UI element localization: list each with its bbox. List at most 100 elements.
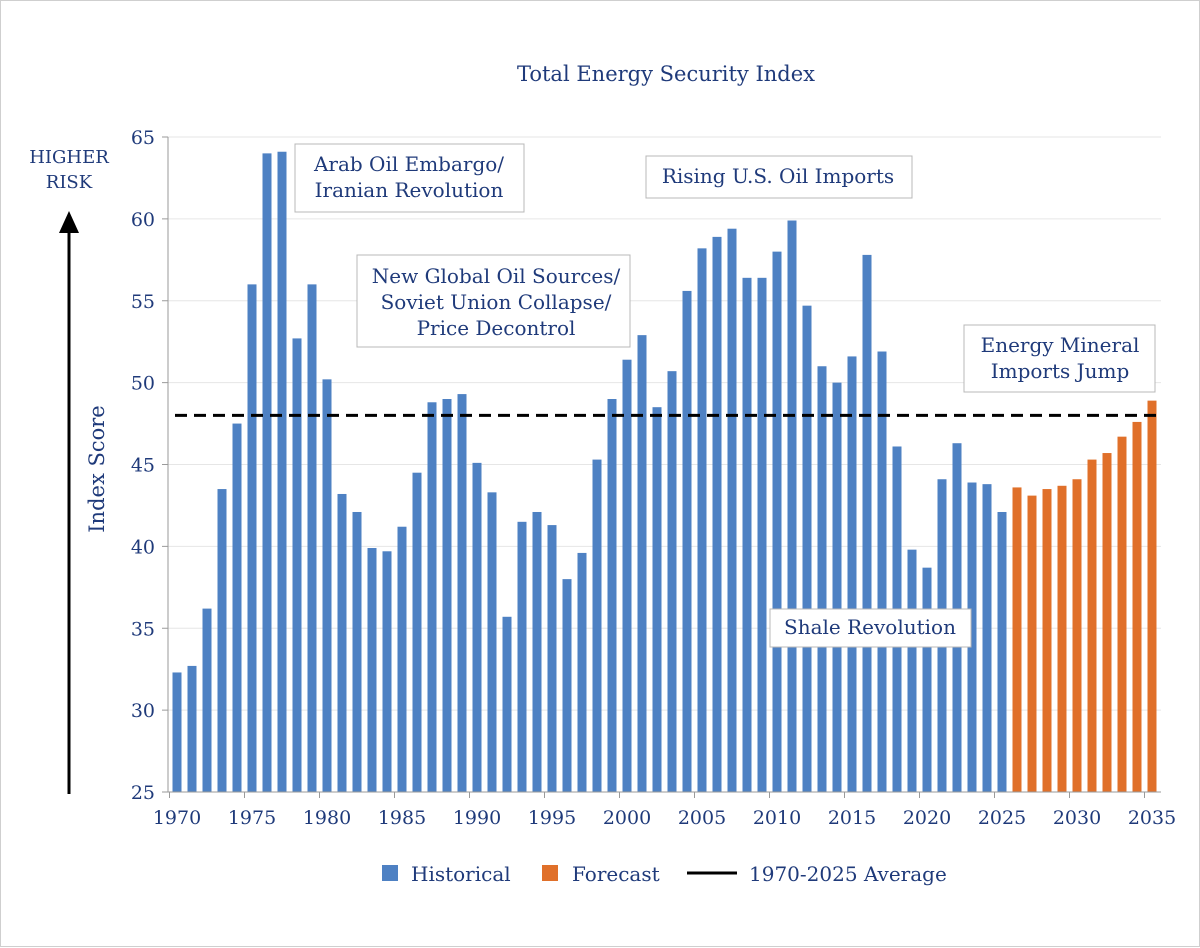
y-tick-label: 45 <box>131 455 155 477</box>
annotation-box <box>963 324 1156 393</box>
annotation-text: Imports Jump <box>991 359 1130 383</box>
bar-historical-1986 <box>412 472 422 792</box>
bar-historical-2002 <box>652 407 662 792</box>
bar-historical-2006 <box>712 236 722 792</box>
bar-historical-1973 <box>217 489 227 792</box>
bar-historical-1990 <box>472 462 482 792</box>
bar-historical-1977 <box>277 151 287 793</box>
bar-historical-1972 <box>202 608 212 792</box>
bar-historical-1999 <box>607 399 617 792</box>
bar-historical-2008 <box>742 277 752 792</box>
annotation-new-sources: New Global Oil Sources/Soviet Union Coll… <box>356 254 631 348</box>
bar-forecast-2035 <box>1147 400 1157 792</box>
bar-historical-1975 <box>247 284 257 792</box>
annotation-box <box>645 155 913 199</box>
x-tick-label: 1970 <box>153 807 201 829</box>
bar-historical-1980 <box>322 379 332 792</box>
y-tick-label: 25 <box>131 782 155 804</box>
chart-title: Total Energy Security Index <box>517 62 815 86</box>
bar-historical-2015 <box>847 356 857 792</box>
bar-historical-2013 <box>817 366 827 792</box>
annotation-text: Rising U.S. Oil Imports <box>662 164 894 188</box>
bar-historical-1993 <box>517 521 527 792</box>
x-tick-label: 2000 <box>603 807 651 829</box>
bar-historical-2009 <box>757 277 767 792</box>
risk-label-line-2: RISK <box>46 172 93 193</box>
bar-historical-2010 <box>772 251 782 792</box>
bar-historical-2004 <box>682 290 692 792</box>
y-axis-label: Index Score <box>85 405 109 532</box>
x-tick-label: 2010 <box>753 807 801 829</box>
bar-historical-1997 <box>577 552 587 792</box>
bar-historical-2023 <box>967 482 977 792</box>
y-tick-label: 40 <box>131 536 155 558</box>
annotation-text: Iranian Revolution <box>315 178 504 202</box>
x-tick-label: 1995 <box>528 807 576 829</box>
bar-historical-1976 <box>262 153 272 792</box>
bar-historical-2019 <box>907 549 917 792</box>
bar-historical-1982 <box>352 511 362 792</box>
bar-historical-2000 <box>622 359 632 792</box>
bars <box>172 151 1157 793</box>
bar-historical-1992 <box>502 616 512 792</box>
bar-forecast-2026 <box>1012 487 1022 792</box>
bar-forecast-2029 <box>1057 485 1067 792</box>
bar-historical-1970 <box>172 672 182 792</box>
arrow-head-icon <box>59 211 79 233</box>
bar-historical-1987 <box>427 402 437 792</box>
x-tick-label: 2035 <box>1128 807 1176 829</box>
bar-historical-1981 <box>337 493 347 792</box>
y-tick-label: 55 <box>131 291 155 313</box>
x-tick-label: 2025 <box>978 807 1026 829</box>
bar-historical-1991 <box>487 492 497 792</box>
y-tick-labels: 25 30 35 40 45 50 55 60 65 <box>131 127 155 804</box>
bar-historical-2011 <box>787 220 797 792</box>
bar-historical-2003 <box>667 371 677 792</box>
annotation-text: Energy Mineral <box>981 333 1140 357</box>
annotation-text: Arab Oil Embargo/ <box>313 152 504 176</box>
annotation-text: Shale Revolution <box>784 615 956 639</box>
bar-historical-2005 <box>697 248 707 793</box>
legend: Historical Forecast 1970-2025 Average <box>382 862 947 886</box>
annotation-text: Price Decontrol <box>417 316 576 340</box>
bar-historical-1978 <box>292 338 302 792</box>
bar-historical-2017 <box>877 351 887 792</box>
bar-forecast-2030 <box>1072 479 1082 792</box>
x-tick-label: 2020 <box>903 807 951 829</box>
x-tick-label: 1985 <box>378 807 426 829</box>
bar-historical-1998 <box>592 459 602 792</box>
legend-average-label: 1970-2025 Average <box>749 862 947 886</box>
bar-forecast-2028 <box>1042 489 1052 792</box>
legend-forecast-swatch <box>542 865 558 881</box>
x-tick-label: 2005 <box>678 807 726 829</box>
y-tick-label: 60 <box>131 209 155 231</box>
bar-historical-2001 <box>637 335 647 792</box>
bar-historical-2020 <box>922 567 932 792</box>
annotation-box <box>769 608 972 648</box>
annotation-text: New Global Oil Sources/ <box>372 264 621 288</box>
annotation-shale: Shale Revolution <box>769 608 972 648</box>
annotation-embargo: Arab Oil Embargo/Iranian Revolution <box>294 143 525 213</box>
bar-historical-1988 <box>442 399 452 792</box>
y-tick-label: 50 <box>131 373 155 395</box>
bar-historical-2024 <box>982 484 992 792</box>
annotation-box <box>294 143 525 213</box>
bar-historical-1994 <box>532 511 542 792</box>
legend-historical-swatch <box>382 865 398 881</box>
x-tick-label: 1975 <box>228 807 276 829</box>
bar-historical-2016 <box>862 254 872 792</box>
bar-forecast-2027 <box>1027 495 1037 792</box>
bar-historical-1979 <box>307 284 317 792</box>
bar-historical-1995 <box>547 525 557 792</box>
annotation-text: Soviet Union Collapse/ <box>381 290 612 314</box>
bar-historical-1974 <box>232 423 242 792</box>
bar-historical-1989 <box>457 394 467 792</box>
x-tick-label: 2015 <box>828 807 876 829</box>
risk-label-line-1: HIGHER <box>29 147 109 168</box>
y-tick-label: 65 <box>131 127 155 149</box>
bar-historical-2014 <box>832 382 842 792</box>
annotation-box <box>356 254 631 348</box>
